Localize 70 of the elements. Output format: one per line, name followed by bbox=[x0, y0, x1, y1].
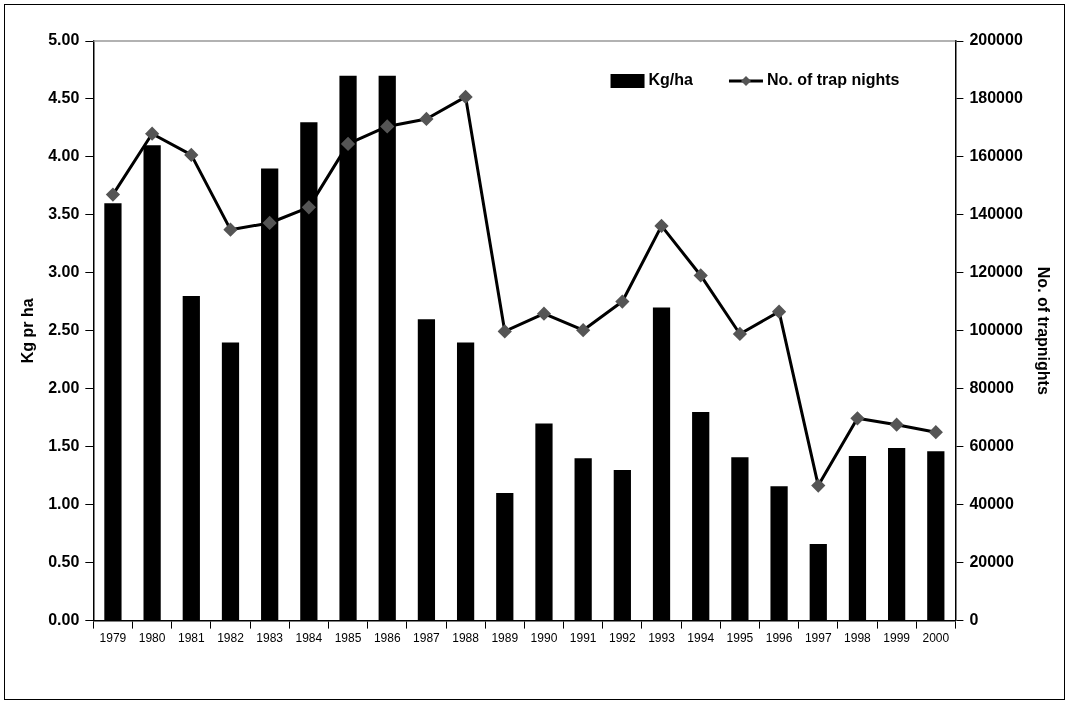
bar bbox=[300, 122, 318, 621]
x-tick-label: 1988 bbox=[452, 631, 480, 646]
x-tick-label: 1985 bbox=[334, 631, 362, 646]
x-tick-label: 1992 bbox=[608, 631, 637, 646]
bar bbox=[809, 544, 827, 621]
y-tick-label: 2.50 bbox=[48, 321, 80, 339]
bar bbox=[770, 486, 788, 621]
x-tick-label: 2000 bbox=[922, 631, 950, 646]
x-tick-label: 1995 bbox=[726, 631, 754, 646]
y-tick-label: 0.50 bbox=[48, 553, 80, 571]
x-tick-label: 1986 bbox=[373, 631, 401, 646]
y-tick-label: 2.00 bbox=[48, 379, 80, 397]
y2-tick-label: 60000 bbox=[969, 437, 1014, 455]
y2-tick-label: 0 bbox=[969, 611, 979, 629]
x-tick-label: 1993 bbox=[648, 631, 676, 646]
y2-tick-label: 40000 bbox=[969, 495, 1014, 513]
x-tick-label: 1979 bbox=[99, 631, 127, 646]
x-tick-label: 1987 bbox=[413, 631, 441, 646]
x-tick-label: 1980 bbox=[138, 631, 166, 646]
y-axis-title: Kg pr ha bbox=[19, 298, 37, 364]
x-tick-label: 1998 bbox=[844, 631, 872, 646]
bar bbox=[574, 458, 592, 621]
y2-tick-label: 80000 bbox=[969, 379, 1014, 397]
x-tick-label: 1997 bbox=[804, 631, 832, 646]
y2-tick-label: 120000 bbox=[969, 263, 1023, 281]
y-tick-label: 3.50 bbox=[48, 205, 80, 223]
legend-label: Kg/ha bbox=[648, 71, 694, 89]
x-tick-label: 1990 bbox=[530, 631, 558, 646]
y-tick-label: 1.00 bbox=[48, 495, 80, 513]
y2-tick-label: 20000 bbox=[969, 553, 1014, 571]
x-tick-label: 1999 bbox=[883, 631, 911, 646]
bar bbox=[888, 447, 906, 621]
bar bbox=[613, 469, 631, 621]
y2-tick-label: 140000 bbox=[969, 205, 1023, 223]
x-tick-label: 1984 bbox=[295, 631, 323, 646]
y2-tick-label: 180000 bbox=[969, 89, 1023, 107]
bar bbox=[143, 145, 161, 621]
x-tick-label: 1989 bbox=[491, 631, 519, 646]
bar bbox=[261, 168, 279, 621]
bar bbox=[496, 493, 514, 621]
x-tick-label: 1996 bbox=[765, 631, 793, 646]
x-tick-label: 1981 bbox=[177, 631, 205, 646]
y-tick-label: 0.00 bbox=[48, 611, 80, 629]
bar bbox=[535, 423, 553, 621]
bar bbox=[848, 455, 867, 621]
bar bbox=[104, 203, 122, 621]
y-tick-label: 1.50 bbox=[48, 437, 80, 455]
bar bbox=[731, 457, 749, 621]
x-tick-label: 1982 bbox=[217, 631, 245, 646]
x-tick-label: 1994 bbox=[687, 631, 715, 646]
bar bbox=[417, 319, 436, 621]
y2-axis-title: No. of trapnights bbox=[1034, 266, 1052, 395]
bar bbox=[378, 75, 396, 621]
y2-tick-label: 160000 bbox=[969, 147, 1023, 165]
y2-tick-label: 200000 bbox=[969, 31, 1023, 49]
bar bbox=[339, 75, 357, 621]
x-tick-label: 1983 bbox=[256, 631, 284, 646]
y-tick-label: 4.00 bbox=[48, 147, 80, 165]
y-tick-label: 5.00 bbox=[48, 31, 80, 49]
bar bbox=[182, 296, 200, 621]
bar bbox=[652, 307, 671, 621]
bar bbox=[692, 411, 710, 621]
x-tick-label: 1991 bbox=[569, 631, 597, 646]
y-tick-label: 4.50 bbox=[48, 89, 80, 107]
y-tick-label: 3.00 bbox=[48, 263, 80, 281]
bar bbox=[221, 342, 240, 621]
bar bbox=[456, 342, 475, 621]
y2-tick-label: 100000 bbox=[969, 321, 1023, 339]
legend-label: No. of trap nights bbox=[766, 71, 900, 89]
bar bbox=[927, 451, 945, 621]
